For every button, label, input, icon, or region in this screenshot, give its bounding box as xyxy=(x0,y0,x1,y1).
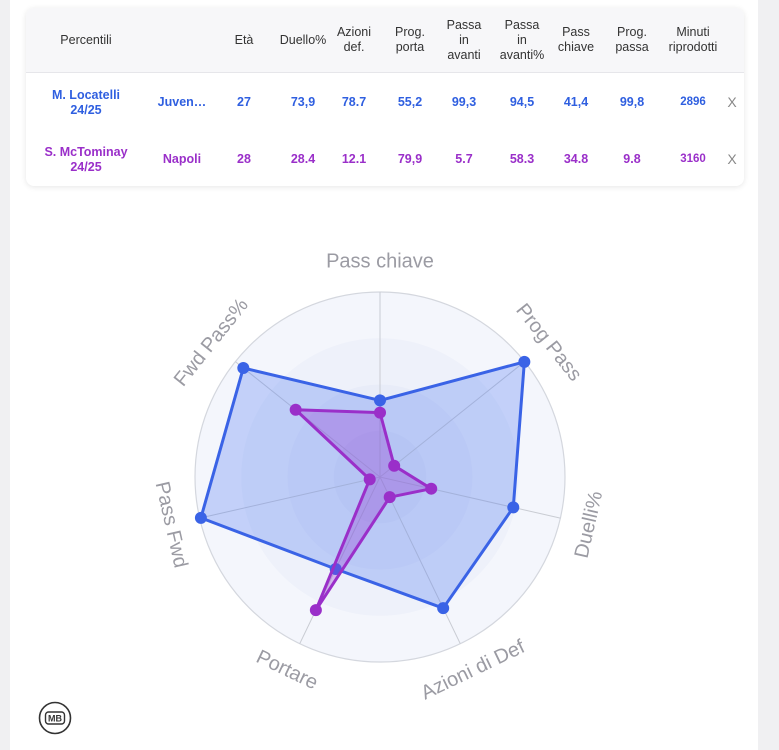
table-header: Percentili Età Duello% Azioni def. Prog.… xyxy=(26,8,744,73)
cell-passa-avanti-pct: 58.3 xyxy=(509,152,535,166)
cell-pass-chiave: 41,4 xyxy=(563,95,589,109)
radar-point xyxy=(363,473,376,486)
cell-eta: 28 xyxy=(237,152,251,166)
cell-minuti: 3160 xyxy=(680,153,706,165)
radar-series-mctominay xyxy=(294,408,433,612)
remove-button[interactable]: X xyxy=(727,94,737,110)
radar-spoke xyxy=(199,476,381,519)
remove-button[interactable]: X xyxy=(727,151,737,167)
page: Percentili Età Duello% Azioni def. Prog.… xyxy=(10,0,758,750)
cell-prog-porta: 55,2 xyxy=(397,95,423,109)
cell-azioni: 78.7 xyxy=(341,95,367,109)
team-name: Juven… xyxy=(157,95,207,109)
radar-axis-label: Pass chiave xyxy=(326,250,434,272)
cell-minuti: 2896 xyxy=(680,96,706,108)
cell-duello: 28.4 xyxy=(290,152,316,166)
radar-point xyxy=(437,602,450,615)
mb-logo-icon: MB xyxy=(38,701,72,735)
cell-passa-avanti: 5.7 xyxy=(455,152,473,166)
radar-point xyxy=(518,355,531,368)
header-prog-porta: Prog. porta xyxy=(395,25,425,54)
radar-point xyxy=(374,394,386,407)
cell-eta: 27 xyxy=(237,95,251,109)
radar-point xyxy=(388,459,401,472)
radar-point xyxy=(289,403,302,416)
header-minuti: Minuti riprodotti xyxy=(668,25,718,54)
comparison-table: Percentili Età Duello% Azioni def. Prog.… xyxy=(26,8,744,186)
radar-point xyxy=(383,491,396,504)
radar-spoke xyxy=(299,476,381,644)
radar-spoke xyxy=(379,476,561,519)
radar-point xyxy=(374,406,386,419)
player-name[interactable]: M. Locatelli 24/25 xyxy=(51,87,121,117)
team-name: Napoli xyxy=(162,152,202,166)
header-duello: Duello% xyxy=(279,32,327,47)
player-name[interactable]: S. McTominay 24/25 xyxy=(44,144,128,174)
header-passa-avanti: Passa in avanti xyxy=(446,17,482,62)
cell-prog-porta: 79,9 xyxy=(397,152,423,166)
header-eta: Età xyxy=(234,32,254,47)
radar-axis-label: Portare xyxy=(253,646,322,694)
table-row: S. McTominay 24/25 Napoli 28 28.4 12.1 7… xyxy=(26,131,744,186)
radar-series-locatelli xyxy=(199,360,526,610)
cell-passa-avanti: 99,3 xyxy=(451,95,477,109)
radar-spoke xyxy=(379,361,525,478)
radar-point xyxy=(309,604,322,617)
radar-point xyxy=(425,482,438,495)
cell-pass-chiave: 34.8 xyxy=(563,152,589,166)
cell-prog-passa: 99,8 xyxy=(619,95,645,109)
radar-axis-label: Duelli% xyxy=(571,489,608,560)
radar-spoke xyxy=(379,476,461,644)
radar-point xyxy=(194,511,207,524)
logo-text: MB xyxy=(48,714,62,724)
radar-axis-label: Pass Fwd xyxy=(151,479,192,570)
radar-point xyxy=(237,361,250,374)
radar-point xyxy=(507,501,520,514)
header-percentili: Percentili xyxy=(60,32,112,47)
cell-prog-passa: 9.8 xyxy=(623,152,641,166)
header-azioni-def: Azioni def. xyxy=(336,25,372,54)
header-pass-chiave: Pass chiave xyxy=(557,25,595,54)
header-passa-avanti-pct: Passa in avanti% xyxy=(499,17,545,62)
header-prog-passa: Prog. passa xyxy=(615,25,649,54)
table-row: M. Locatelli 24/25 Juven… 27 73,9 78.7 5… xyxy=(26,74,744,131)
cell-duello: 73,9 xyxy=(290,95,316,109)
cell-passa-avanti-pct: 94,5 xyxy=(509,95,535,109)
cell-azioni: 12.1 xyxy=(341,152,367,166)
